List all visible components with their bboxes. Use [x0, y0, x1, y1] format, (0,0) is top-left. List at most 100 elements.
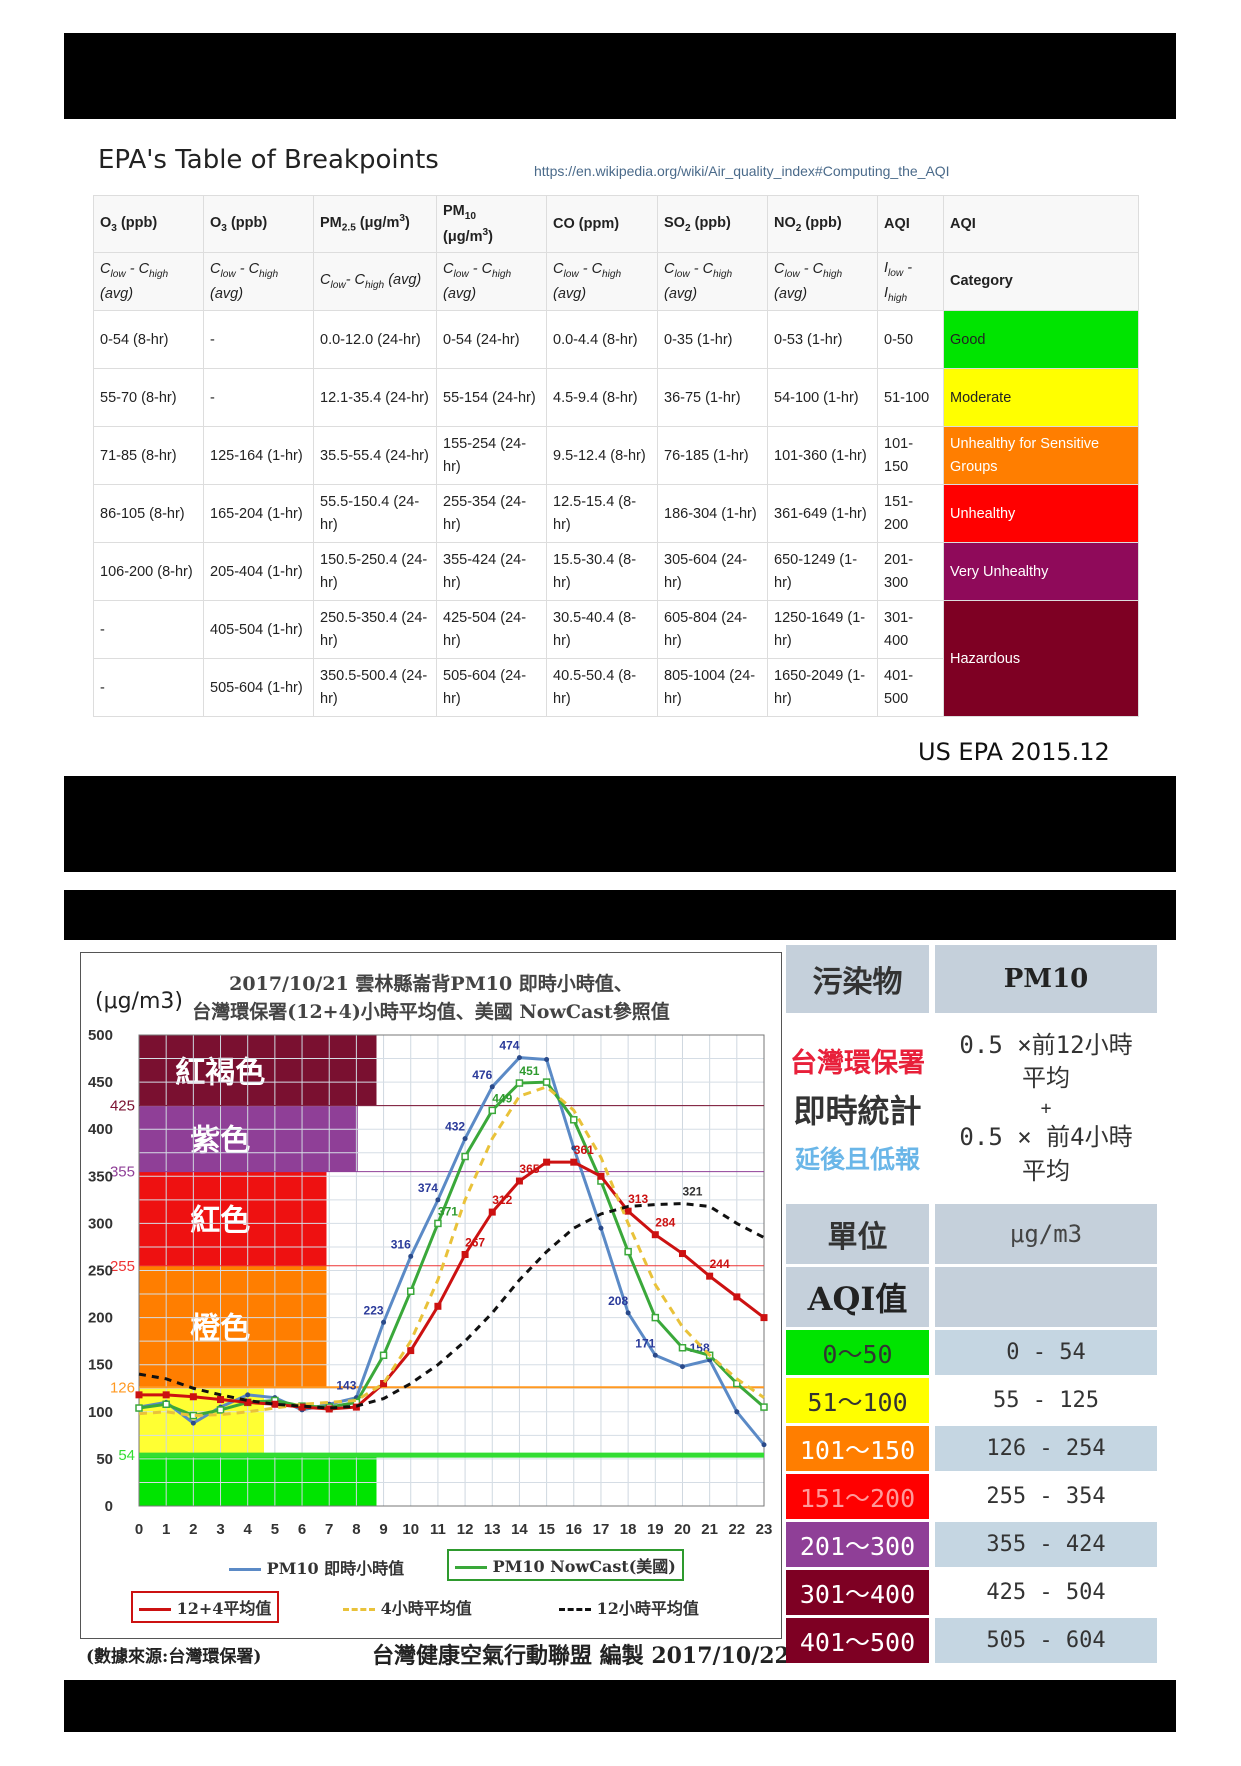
y-tick: 200 [88, 1310, 113, 1327]
y-tick: 500 [88, 1027, 113, 1044]
table-row: 106-200 (8-hr) 205-404 (1-hr) 150.5-250.4 … [93, 542, 1139, 602]
legend-12plus4: 12+4平均值 [131, 1591, 280, 1623]
y-tick: 100 [88, 1404, 113, 1421]
point [245, 1392, 251, 1398]
legend-12hr-swatch [559, 1608, 591, 1611]
category-hazardous: Hazardous [943, 600, 1139, 718]
credit: 台灣健康空氣行動聯盟 編製 2017/10/22 [372, 1643, 790, 1669]
slide1-bottom-bar [64, 776, 1176, 872]
header-unit: 單位 [786, 1204, 929, 1264]
aqi-range-6: 401～500 [786, 1618, 929, 1663]
col-no2: NO2 (ppb) [767, 195, 878, 253]
point [571, 1145, 577, 1151]
ref-label-54: 54 [118, 1447, 135, 1464]
header-aqi-blank [935, 1267, 1157, 1327]
y-tick: 50 [96, 1451, 113, 1468]
y-tick: 150 [88, 1357, 113, 1374]
point [488, 1208, 496, 1216]
point [190, 1420, 196, 1426]
plot-frame [138, 1034, 765, 1507]
point [298, 1403, 306, 1411]
point [679, 1364, 685, 1370]
slide2-bottom-bar [64, 1680, 1176, 1732]
data-label: 143 [336, 1379, 356, 1393]
series-line-1 [138, 1080, 765, 1418]
point [461, 1250, 469, 1258]
source-url[interactable]: https://en.wikipedia.org/wiki/Air_qualit… [534, 163, 950, 179]
category-good: Good [943, 310, 1139, 370]
x-tick: 19 [647, 1521, 664, 1538]
formula: 0.5 ×前12小時 平均 + 0.5 × 前4小時 平均 [935, 1016, 1157, 1201]
x-tick: 23 [756, 1521, 773, 1538]
point [516, 1055, 522, 1061]
x-tick: 18 [620, 1521, 637, 1538]
point [598, 1225, 604, 1231]
point [488, 1106, 497, 1115]
unit-label: (μg/m3) [95, 989, 183, 1014]
point [434, 1219, 442, 1228]
aqi-range-4: 201～300 [786, 1522, 929, 1567]
category-very-unhealthy: Very Unhealthy [943, 542, 1139, 602]
category-header: Category [943, 251, 1139, 312]
point [217, 1396, 225, 1404]
y-tick: 350 [88, 1168, 113, 1185]
data-label: 371 [438, 1204, 458, 1218]
data-label: 374 [418, 1181, 438, 1195]
legend-nowcast: PM10 NowCast(美國) [447, 1549, 684, 1581]
table-row: -505-604 (1-hr) 350.5-500.4 (24-hr) 505-60… [93, 658, 1139, 718]
table-row: 55-70 (8-hr) -12.1-35.4 (24-hr) 55-154 (24… [93, 368, 1139, 428]
point [624, 1247, 632, 1256]
col-co: CO (ppm) [546, 195, 658, 253]
x-tick: 1 [162, 1521, 170, 1538]
x-tick: 6 [298, 1521, 306, 1538]
chart-plot: 紅褐色紫色紅色橙色5412625535542505010015020025030… [88, 1027, 773, 1538]
category-unhealthy: Unhealthy [943, 484, 1139, 544]
data-label: 474 [499, 1039, 519, 1053]
data-label: 449 [492, 1091, 512, 1105]
series-line-2 [139, 1160, 765, 1411]
point [570, 1116, 578, 1124]
header-pollutant: 污染物 [786, 945, 929, 1013]
point [244, 1398, 252, 1406]
x-tick: 2 [189, 1521, 197, 1538]
pm10-chart: 2017/10/21 雲林縣崙背PM10 即時小時值、 台灣環保署(12+4)小… [80, 952, 782, 1639]
slide1-title: EPA's Table of Breakpoints [98, 145, 439, 175]
point [597, 1172, 605, 1180]
point [162, 1400, 170, 1409]
point [135, 1391, 143, 1399]
point [624, 1207, 632, 1215]
point [380, 1380, 388, 1388]
point [408, 1253, 414, 1259]
x-tick: 14 [511, 1521, 528, 1538]
y-tick: 250 [88, 1263, 113, 1280]
series-line-4 [138, 1202, 765, 1410]
point [515, 1177, 523, 1185]
point [489, 1084, 495, 1090]
ref-label-355: 355 [110, 1164, 135, 1181]
point [761, 1442, 767, 1448]
aqi-range-1: 51～100 [786, 1378, 929, 1423]
aqi-range-5: 301～400 [786, 1570, 929, 1615]
chart-title-line1: 2017/10/21 雲林縣崙背PM10 即時小時值、 [229, 973, 633, 995]
point [760, 1314, 768, 1322]
legend-pm10: PM10 即時小時值 [229, 1555, 404, 1579]
y-tick: 300 [88, 1215, 113, 1232]
col-aqi-cat: AQI [943, 195, 1139, 253]
point [651, 1313, 660, 1322]
point [734, 1409, 740, 1415]
ref-label-255: 255 [110, 1258, 135, 1275]
slide1-footer: US EPA 2015.12 [918, 738, 1110, 766]
table-row: 71-85 (8-hr) 125-164 (1-hr) 35.5-55.4 (24-… [93, 426, 1139, 486]
header-aqi: AQI值 [786, 1267, 929, 1327]
legend-12plus4-swatch [139, 1608, 171, 1611]
data-label: 476 [472, 1068, 492, 1082]
table-subheader-row: Clow - Chigh (avg) Clow - Chigh (avg) Cl… [93, 251, 1139, 312]
series-line-3 [138, 1085, 765, 1418]
col-o3-8hr: O3 (ppb) [93, 195, 204, 253]
point [189, 1393, 197, 1401]
y-tick: 0 [105, 1498, 113, 1515]
x-tick: 0 [135, 1521, 143, 1538]
point [216, 1406, 225, 1414]
point [434, 1302, 442, 1310]
series-line-0 [138, 1056, 766, 1446]
